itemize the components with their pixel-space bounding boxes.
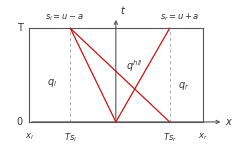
Text: $Ts_r$: $Ts_r$ — [162, 131, 177, 144]
Text: $s_l=u-a$: $s_l=u-a$ — [45, 12, 83, 23]
Text: $q_l$: $q_l$ — [47, 77, 57, 89]
Text: $Ts_l$: $Ts_l$ — [64, 131, 77, 144]
Text: 0: 0 — [17, 117, 23, 127]
Text: $x_r$: $x_r$ — [198, 131, 208, 142]
Text: $q^{hll}$: $q^{hll}$ — [126, 58, 143, 74]
Text: $x_l$: $x_l$ — [25, 131, 33, 142]
Text: x: x — [226, 117, 231, 127]
Text: $q_r$: $q_r$ — [178, 80, 190, 92]
Text: $s_r=u+a$: $s_r=u+a$ — [160, 11, 200, 23]
Text: T: T — [17, 23, 23, 33]
Text: t: t — [120, 6, 124, 16]
